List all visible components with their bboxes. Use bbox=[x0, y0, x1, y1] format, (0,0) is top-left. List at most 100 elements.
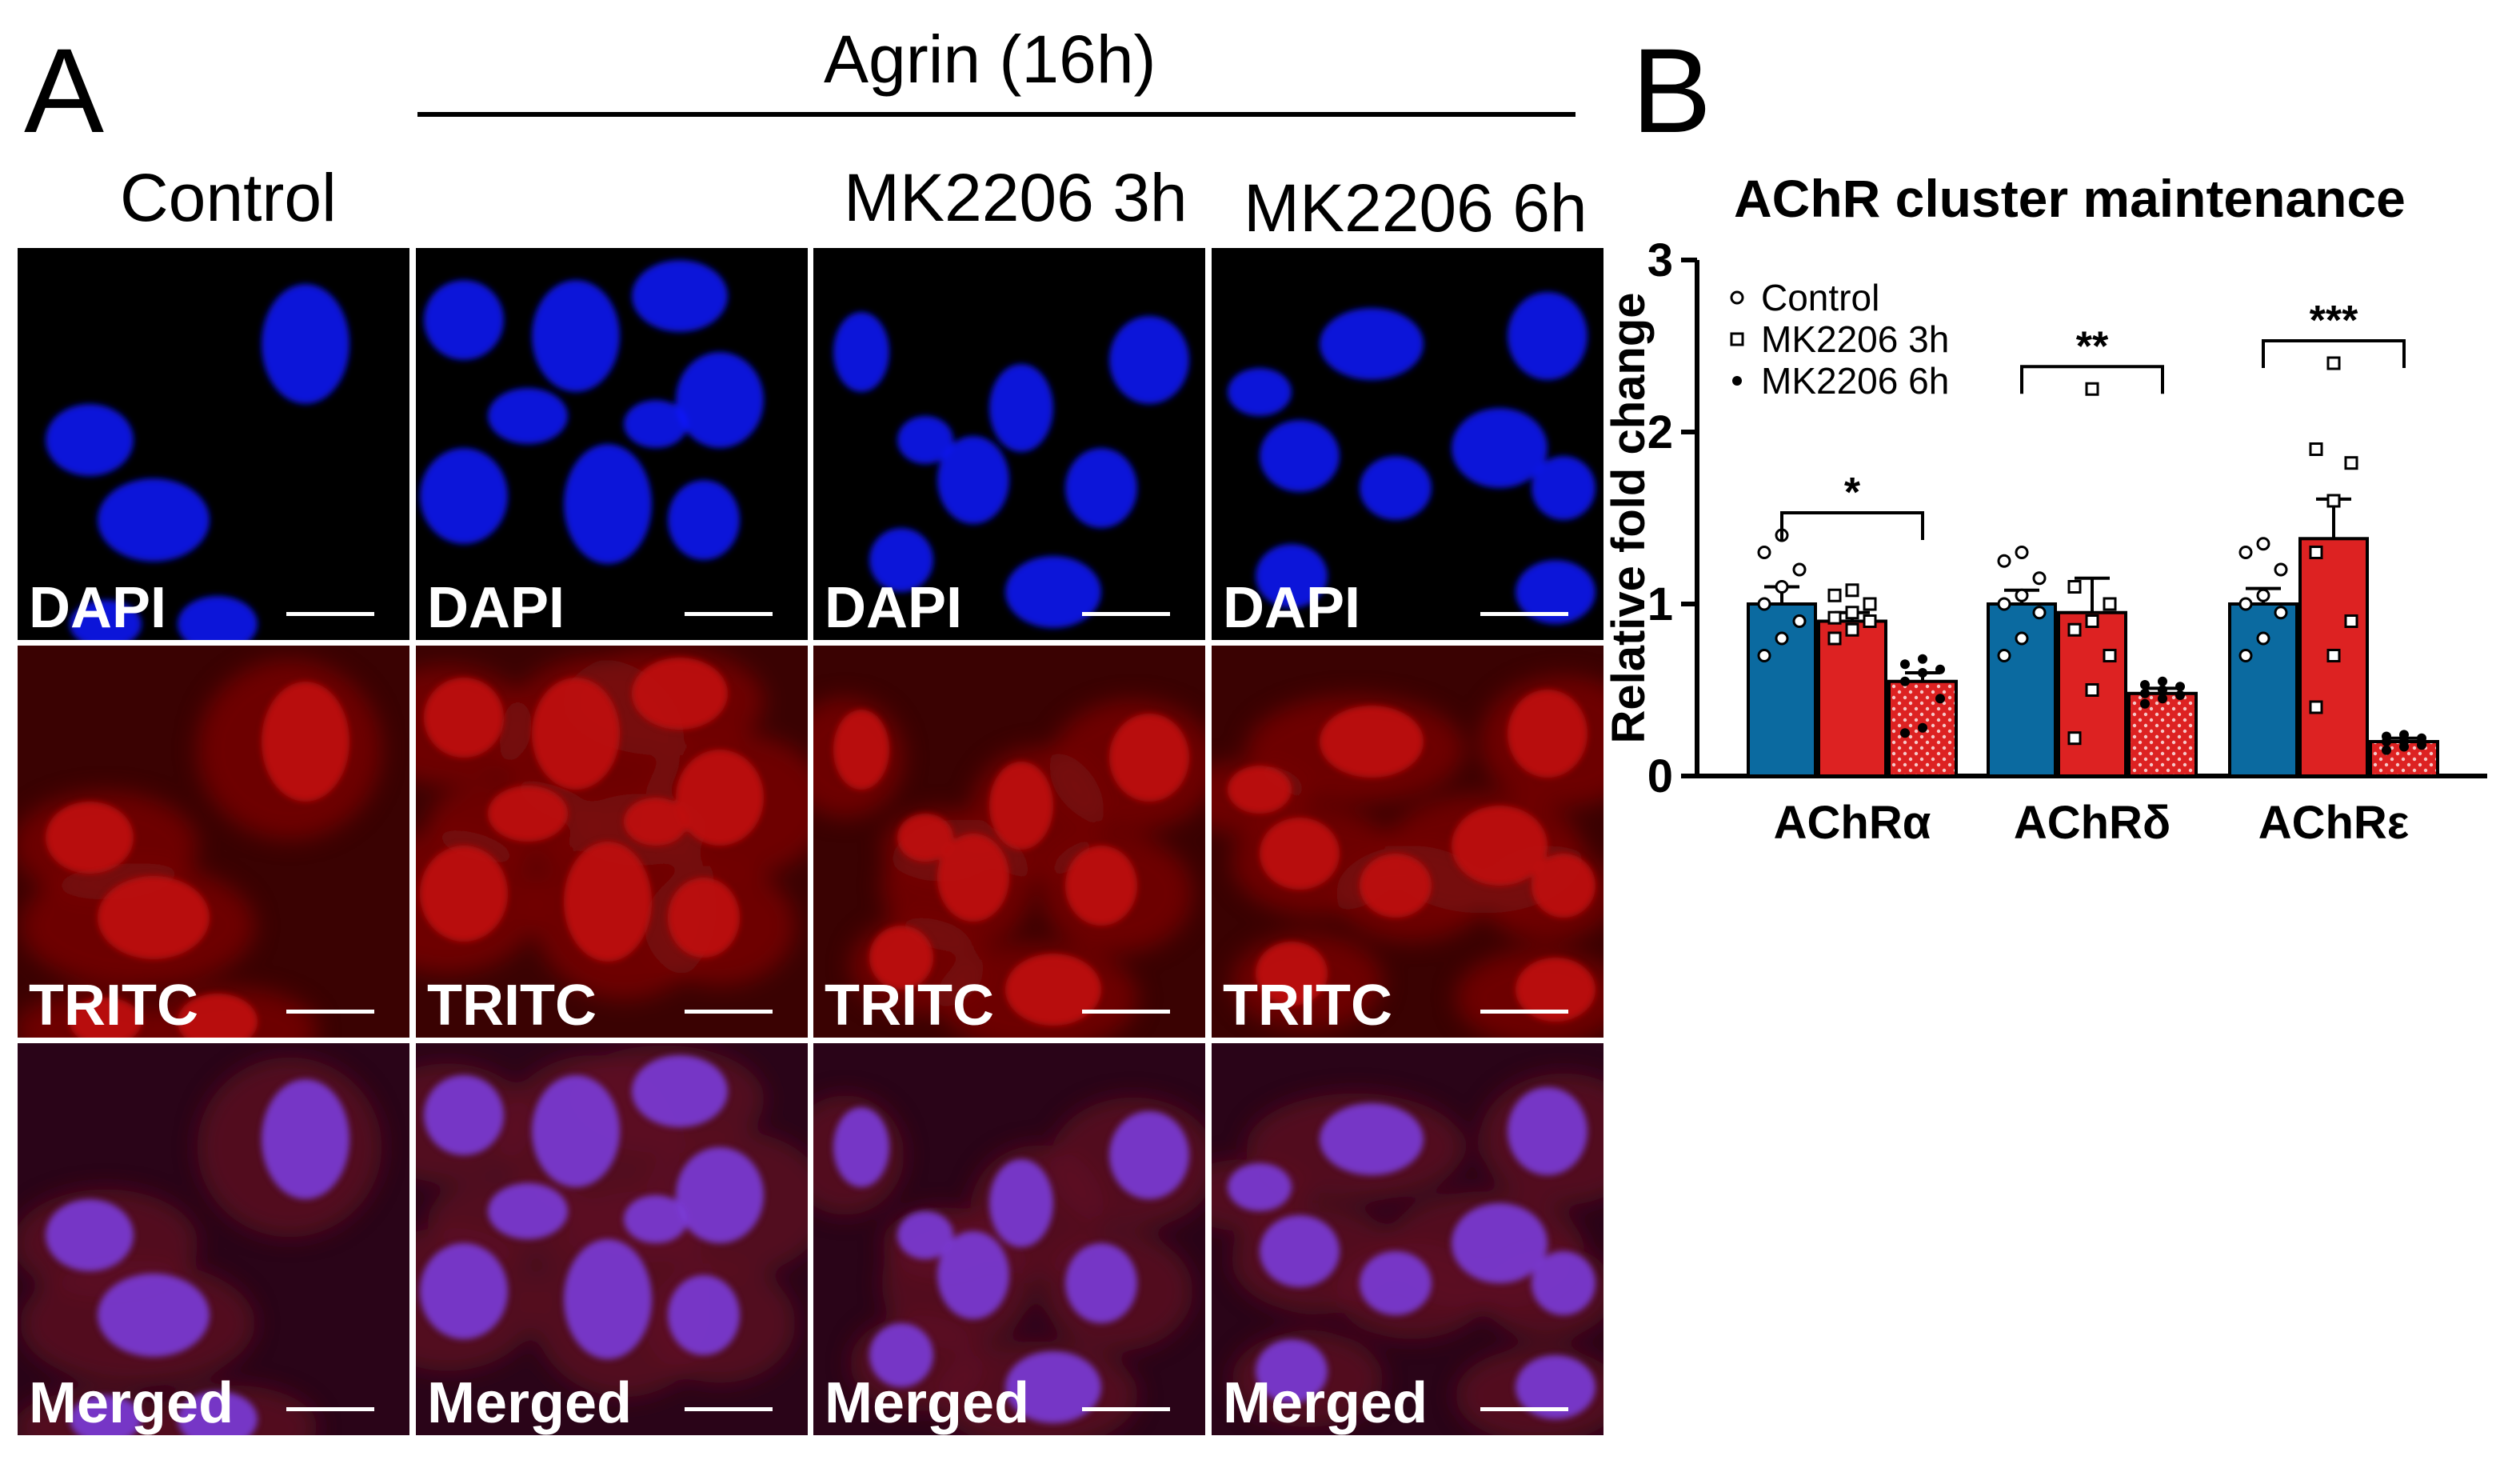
channel-label: DAPI bbox=[825, 576, 963, 640]
data-point bbox=[1757, 649, 1771, 662]
data-point bbox=[1845, 583, 1859, 598]
scale-bar bbox=[1480, 612, 1568, 616]
micrograph-tritc-col2: TRITC bbox=[416, 646, 808, 1038]
channel-label: Merged bbox=[1223, 1371, 1428, 1435]
bar-control-1 bbox=[1747, 602, 1817, 778]
data-point bbox=[1827, 631, 1842, 646]
significance-star: ** bbox=[2076, 323, 2109, 370]
data-point bbox=[2326, 649, 2341, 662]
data-point bbox=[2256, 588, 2270, 602]
data-point bbox=[2140, 680, 2150, 690]
significance-bracket bbox=[2262, 339, 2406, 368]
data-point bbox=[1900, 659, 1910, 670]
data-point bbox=[2085, 683, 2099, 697]
data-point bbox=[1900, 728, 1910, 738]
data-point bbox=[2274, 562, 2288, 577]
channel-label: TRITC bbox=[825, 974, 994, 1038]
data-point bbox=[2382, 731, 2391, 742]
data-point bbox=[2344, 456, 2358, 470]
data-point bbox=[2032, 571, 2047, 586]
micrograph-dapi-col2: DAPI bbox=[416, 248, 808, 640]
data-point bbox=[2309, 442, 2323, 456]
data-point bbox=[2158, 676, 2167, 686]
data-point bbox=[2175, 682, 2185, 692]
data-point bbox=[2015, 546, 2029, 559]
micrograph-merged-col4: Merged bbox=[1212, 1043, 1603, 1435]
micrograph-tritc-col1: TRITC bbox=[18, 646, 409, 1038]
data-point bbox=[1845, 622, 1859, 637]
scale-bar bbox=[286, 612, 374, 616]
data-point bbox=[2085, 382, 2099, 396]
data-point bbox=[2256, 537, 2270, 551]
data-point bbox=[2175, 690, 2185, 700]
data-point bbox=[1918, 654, 1927, 664]
data-point bbox=[1845, 606, 1859, 620]
y-tick-label: 2 bbox=[1647, 406, 1673, 458]
data-point bbox=[1997, 597, 2011, 611]
x-tick-label: AChRδ bbox=[2014, 797, 2171, 849]
data-point bbox=[2382, 745, 2391, 755]
data-point bbox=[1935, 694, 1945, 704]
data-point bbox=[2032, 606, 2047, 620]
data-point bbox=[1757, 546, 1771, 559]
significance-bracket bbox=[1780, 511, 1924, 540]
data-point bbox=[1792, 614, 1807, 628]
scale-bar bbox=[286, 1010, 374, 1014]
channel-label: TRITC bbox=[1223, 974, 1392, 1038]
bar-control-3 bbox=[2228, 602, 2298, 778]
channel-label: Merged bbox=[825, 1371, 1030, 1435]
data-point bbox=[1757, 597, 1771, 611]
scale-bar bbox=[685, 612, 773, 616]
data-point bbox=[2326, 356, 2341, 370]
micrograph-dapi-col1: DAPI bbox=[18, 248, 409, 640]
data-point bbox=[1997, 554, 2011, 568]
data-point bbox=[1918, 722, 1927, 733]
data-point bbox=[1997, 649, 2011, 662]
micrograph-dapi-col3: DAPI bbox=[813, 248, 1205, 640]
data-point bbox=[2067, 580, 2082, 594]
micrograph-dapi-col4: DAPI bbox=[1212, 248, 1603, 640]
data-point bbox=[2067, 622, 2082, 637]
data-point bbox=[1827, 610, 1842, 625]
channel-label: DAPI bbox=[427, 576, 565, 640]
data-point bbox=[2417, 740, 2426, 750]
data-point bbox=[2238, 597, 2253, 611]
data-point bbox=[2417, 733, 2426, 743]
bar-mk2206-3h-1 bbox=[1817, 619, 1887, 778]
data-point bbox=[2256, 631, 2270, 646]
data-point bbox=[2103, 649, 2117, 662]
legend-marker bbox=[1730, 290, 1744, 305]
data-point bbox=[2274, 606, 2288, 620]
data-point bbox=[2015, 631, 2029, 646]
data-point bbox=[1863, 597, 1877, 611]
y-axis-label: Relative fold change bbox=[1603, 292, 1655, 743]
significance-star: *** bbox=[2310, 298, 2358, 344]
agrin-header-line bbox=[417, 112, 1575, 117]
data-point bbox=[1935, 664, 1945, 674]
legend-label: Control bbox=[1761, 277, 1879, 318]
data-point bbox=[2344, 614, 2358, 628]
data-point bbox=[2067, 731, 2082, 746]
channel-label: Merged bbox=[29, 1371, 234, 1435]
column-label-mk2206-6h: MK2206 6h bbox=[1244, 170, 1587, 246]
data-point bbox=[2158, 685, 2167, 695]
y-tick-label: 3 bbox=[1647, 234, 1673, 286]
data-point bbox=[1918, 668, 1927, 678]
x-tick-label: AChRε bbox=[2258, 797, 2410, 849]
chart-title: AChR cluster maintenance bbox=[1734, 169, 2406, 228]
data-point bbox=[2158, 694, 2167, 704]
panel-a-letter: A bbox=[24, 23, 105, 158]
data-point bbox=[2309, 700, 2323, 714]
scale-bar bbox=[1480, 1010, 1568, 1014]
data-point bbox=[2399, 737, 2409, 746]
data-point bbox=[2015, 588, 2029, 602]
bar-control-2 bbox=[1987, 602, 2057, 778]
data-point bbox=[2399, 730, 2409, 740]
scale-bar bbox=[1082, 1010, 1170, 1014]
data-point bbox=[1863, 614, 1877, 628]
data-point bbox=[2085, 614, 2099, 628]
bar-mk2206-6h-2 bbox=[2127, 691, 2198, 778]
micrograph-tritc-col3: TRITC bbox=[813, 646, 1205, 1038]
column-label-mk2206-3h: MK2206 3h bbox=[844, 160, 1188, 235]
